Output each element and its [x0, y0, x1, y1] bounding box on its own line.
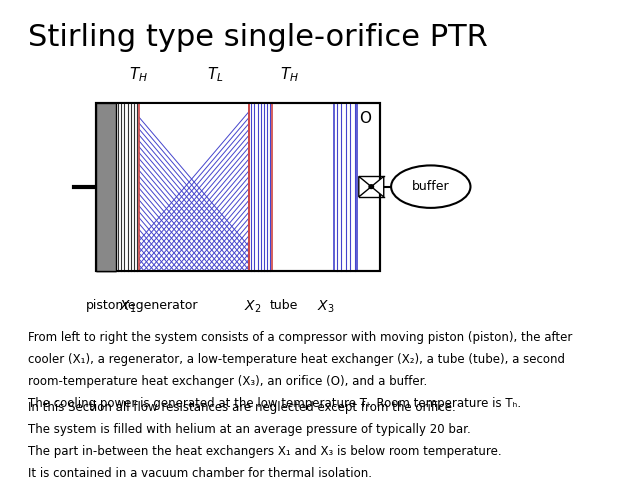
Bar	[97, 103, 116, 271]
Text: $X_3$: $X_3$	[317, 299, 335, 315]
Text: The system is filled with helium at an average pressure of typically 20 bar.: The system is filled with helium at an a…	[28, 423, 471, 436]
Text: Stirling type single-orifice PTR: Stirling type single-orifice PTR	[28, 24, 488, 52]
Bar	[97, 103, 116, 271]
Text: From left to right the system consists of a compressor with moving piston (pisto: From left to right the system consists o…	[28, 331, 573, 344]
Text: The part in-between the heat exchangers X₁ and X₃ is below room temperature.: The part in-between the heat exchangers …	[28, 445, 502, 458]
Bar	[139, 103, 250, 271]
Text: $X_2$: $X_2$	[244, 299, 261, 315]
Text: buffer: buffer	[412, 180, 449, 193]
Text: cooler (X₁), a regenerator, a low-temperature heat exchanger (X₂), a tube (tube): cooler (X₁), a regenerator, a low-temper…	[28, 353, 565, 366]
Polygon shape	[359, 176, 371, 197]
Bar	[97, 103, 380, 271]
Text: O: O	[360, 111, 372, 126]
Bar	[139, 103, 250, 271]
Text: $T_L$: $T_L$	[207, 65, 224, 84]
Bar	[250, 103, 272, 271]
Text: room-temperature heat exchanger (X₃), an orifice (O), and a buffer.: room-temperature heat exchanger (X₃), an…	[28, 375, 428, 388]
Ellipse shape	[391, 166, 470, 208]
Text: $T_H$: $T_H$	[129, 65, 148, 84]
Bar	[335, 103, 357, 271]
Text: $X_1$: $X_1$	[119, 299, 136, 315]
Text: piston: piston	[86, 299, 124, 312]
Text: It is contained in a vacuum chamber for thermal isolation.: It is contained in a vacuum chamber for …	[28, 467, 372, 480]
Text: tube: tube	[269, 299, 298, 312]
Text: The cooling power is generated at the low temperature Tₗ. Room temperature is Tₕ: The cooling power is generated at the lo…	[28, 397, 522, 410]
Circle shape	[369, 185, 374, 189]
Bar	[116, 103, 139, 271]
Text: In this Section all flow resistances are neglected except from the orifice.: In this Section all flow resistances are…	[28, 401, 456, 414]
Text: $T_H$: $T_H$	[280, 65, 299, 84]
Text: regenerator: regenerator	[124, 299, 199, 312]
Bar	[97, 103, 380, 271]
Polygon shape	[371, 176, 384, 197]
